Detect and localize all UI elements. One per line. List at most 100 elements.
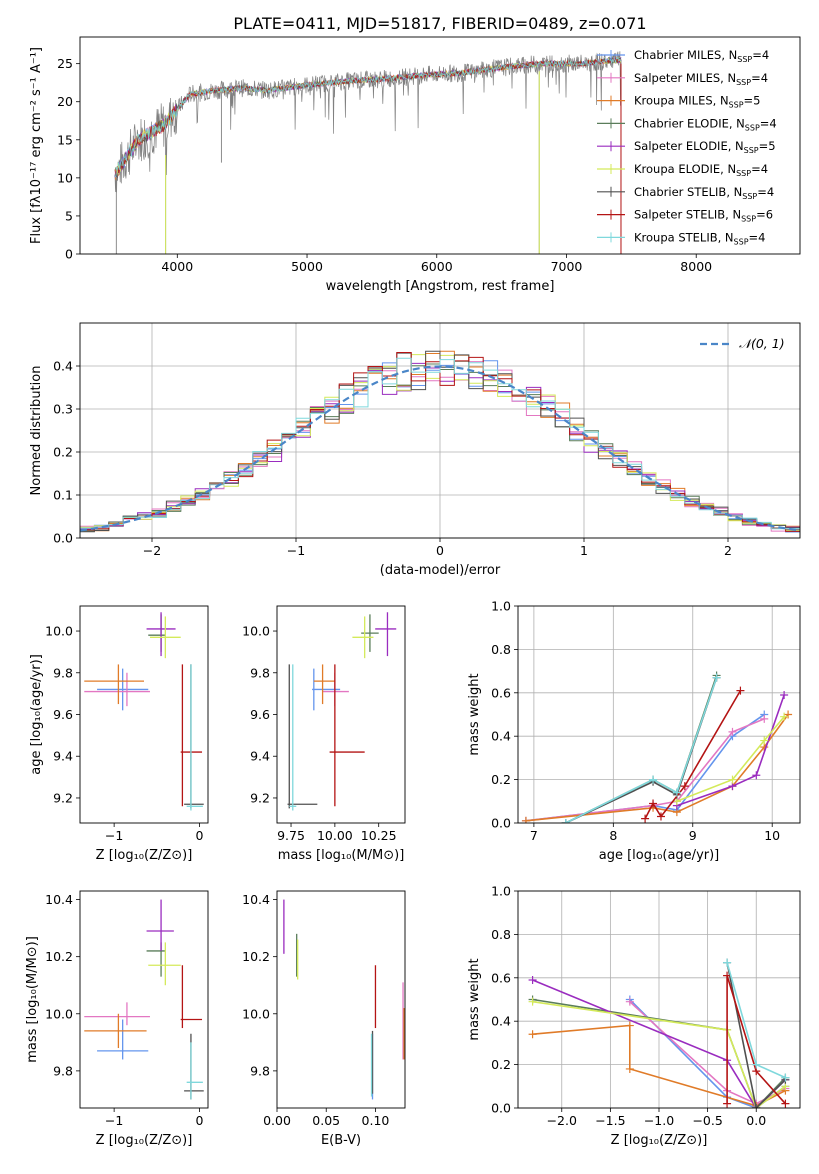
plus-marker [529, 1030, 537, 1038]
y-tick-label: 0.2 [491, 1057, 511, 1072]
plot-area [288, 612, 397, 810]
y-tick-label: 25 [57, 56, 73, 71]
y-tick-label: 1.0 [491, 599, 511, 614]
model-spectrum-line [115, 58, 621, 175]
y-tick-label: 0.8 [491, 642, 511, 657]
y-axis-label: mass weight [467, 673, 482, 755]
y-tick-label: 9.8 [53, 1063, 73, 1078]
x-tick-label: −1.5 [595, 1113, 625, 1128]
x-tick-label: −2 [143, 543, 161, 558]
x-tick-label: 0.05 [312, 1113, 340, 1128]
y-tick-label: 9.8 [250, 665, 270, 680]
x-axis-label: (data-model)/error [380, 563, 501, 578]
x-tick-label: 8 [609, 828, 617, 843]
x-tick-label: 4000 [161, 259, 193, 274]
x-tick-label: −2.0 [547, 1113, 577, 1128]
y-tick-label: 9.8 [250, 1063, 270, 1078]
plus-marker [752, 771, 760, 779]
x-axis-label: age [log₁₀(age/yr)] [599, 848, 720, 863]
y-tick-label: 10.0 [45, 1006, 73, 1021]
x-tick-label: 5000 [291, 259, 323, 274]
axes-frame [518, 606, 800, 823]
x-axis-label: E(B-V) [321, 1133, 361, 1148]
plot-area [84, 900, 203, 1100]
x-tick-label: 2 [724, 543, 732, 558]
x-axis-label: Z [log₁₀(Z/Z⊙)] [611, 1133, 708, 1148]
panel-mass-vs-ebv: 0.00 0.05 0.10 9.8 10.0 10.2 10.4 E(B-V) [242, 891, 405, 1148]
y-tick-label: 10.4 [242, 892, 270, 907]
x-tick-label: 0.10 [362, 1113, 390, 1128]
y-tick-label: 10 [57, 170, 73, 185]
y-tick-label: 5 [65, 208, 73, 223]
x-tick-label: 0 [195, 1113, 203, 1128]
x-axis-label: Z [log₁₀(Z/Z⊙)] [96, 1133, 193, 1148]
y-tick-label: 10.0 [242, 1006, 270, 1021]
x-tick-label: 6000 [421, 259, 453, 274]
x-tick-label: −1.0 [644, 1113, 674, 1128]
model-spectrum-line [115, 59, 621, 180]
legend-label: Kroupa STELIB, NSSP=4 [634, 230, 765, 246]
plus-marker [529, 998, 537, 1006]
y-tick-label: 0.1 [53, 488, 73, 503]
x-axis-label: wavelength [Angstrom, rest frame] [326, 279, 555, 294]
y-tick-label: 10.0 [45, 624, 73, 639]
x-tick-label: 0.0 [746, 1113, 766, 1128]
legend-label: Salpeter STELIB, NSSP=6 [634, 208, 773, 224]
y-tick-label: 10.2 [45, 949, 73, 964]
plus-marker [641, 815, 649, 823]
y-tick-label: 10.0 [242, 624, 270, 639]
y-tick-label: 0.2 [491, 772, 511, 787]
axes-frame [80, 606, 208, 823]
y-tick-label: 10.4 [45, 892, 73, 907]
y-axis-label: mass weight [467, 958, 482, 1040]
legend-label: Chabrier MILES, NSSP=4 [634, 48, 769, 64]
y-tick-label: 0.0 [53, 531, 73, 546]
y-axis-label: mass [log₁₀(M/M⊙)] [25, 936, 40, 1063]
y-tick-label: 9.2 [250, 790, 270, 805]
plot-area [284, 900, 404, 1100]
y-tick-label: 0.2 [53, 445, 73, 460]
plus-marker [723, 959, 731, 967]
x-tick-label: −0.5 [692, 1113, 722, 1128]
y-tick-label: 0.4 [53, 359, 73, 374]
x-tick-label: 7 [530, 828, 538, 843]
y-tick-label: 9.6 [53, 707, 73, 722]
legend-label: Chabrier ELODIE, NSSP=4 [634, 116, 777, 132]
x-tick-label: 10.00 [317, 828, 353, 843]
x-tick-label: 10 [764, 828, 780, 843]
y-tick-label: 0.0 [491, 1101, 511, 1116]
y-tick-label: 9.4 [53, 749, 73, 764]
axes-frame [277, 606, 405, 823]
x-tick-label: 9.75 [277, 828, 305, 843]
plot-area [115, 51, 621, 254]
mass-weight-line [526, 715, 764, 821]
x-tick-label: 0 [436, 543, 444, 558]
y-tick-label: 10.2 [242, 949, 270, 964]
axes-frame [277, 891, 405, 1108]
axes-frame [80, 891, 208, 1108]
x-tick-label: 7000 [551, 259, 583, 274]
y-axis-label: age [log₁₀(age/yr)] [29, 654, 44, 775]
legend-label: 𝒩(0, 1) [739, 336, 785, 351]
y-tick-label: 0.4 [491, 1014, 511, 1029]
plus-marker [673, 789, 681, 797]
figure-title: PLATE=0411, MJD=51817, FIBERID=0489, z=0… [233, 14, 646, 33]
y-tick-label: 9.4 [250, 749, 270, 764]
x-tick-label: 8000 [680, 259, 712, 274]
y-tick-label: 0.4 [491, 729, 511, 744]
y-tick-label: 0.3 [53, 402, 73, 417]
mass-weight-line [566, 675, 717, 823]
x-tick-label: 9 [689, 828, 697, 843]
y-tick-label: 9.8 [53, 665, 73, 680]
x-tick-label: 0.00 [263, 1113, 291, 1128]
y-tick-label: 0.8 [491, 927, 511, 942]
y-tick-label: 0 [65, 247, 73, 262]
model-spectrum-line [115, 58, 621, 174]
